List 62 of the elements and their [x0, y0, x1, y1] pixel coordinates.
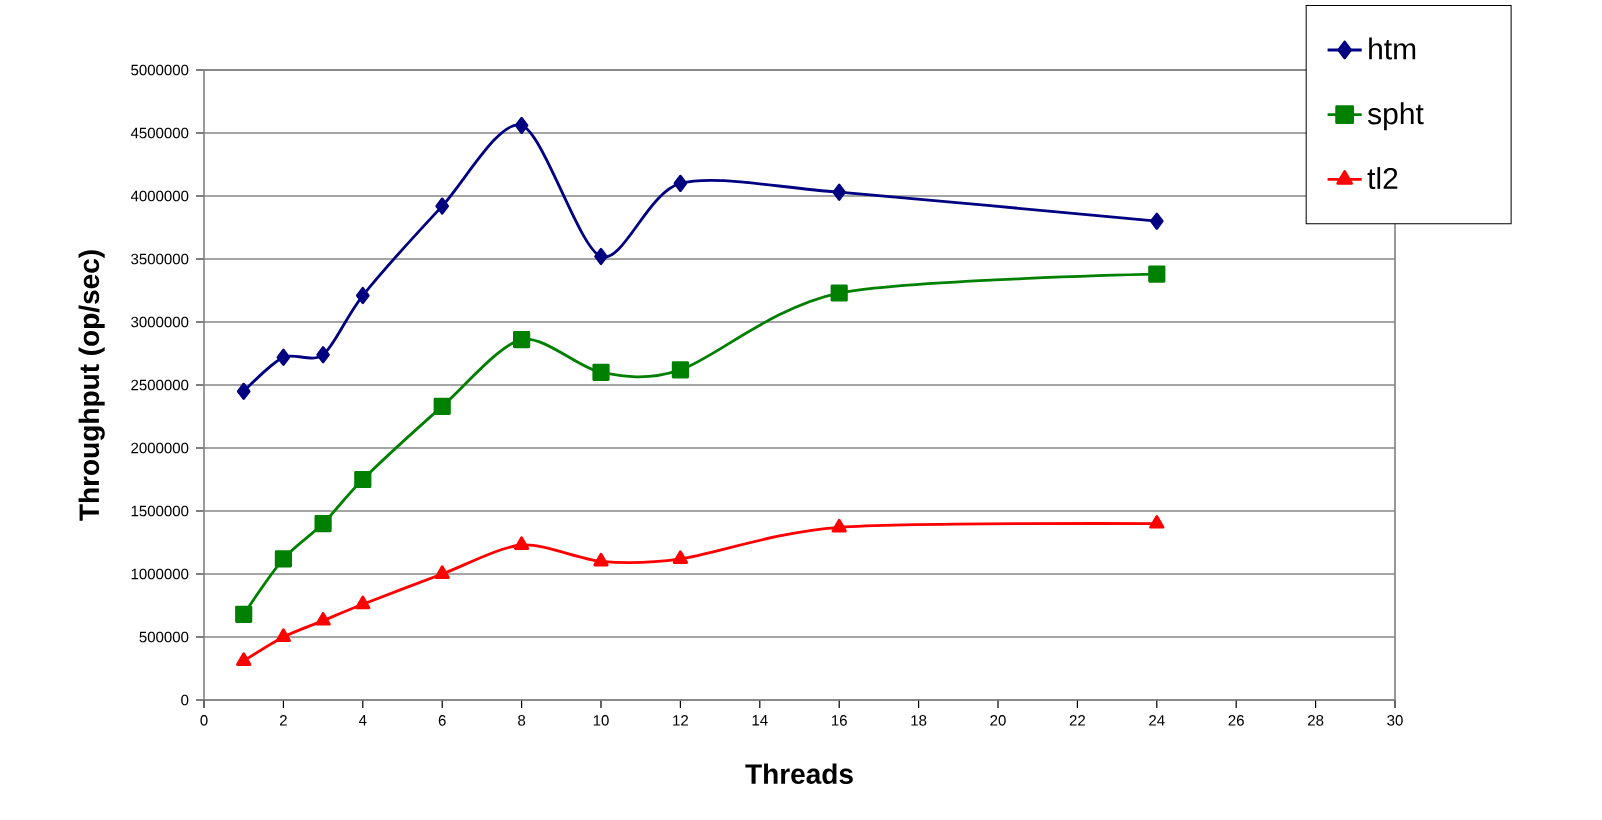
point: [594, 247, 608, 266]
point: [1150, 212, 1164, 230]
x-tick-label: 14: [752, 715, 768, 726]
point: [435, 197, 449, 215]
y-tick-label: 3500000: [131, 253, 189, 265]
point: [832, 183, 846, 201]
x-tick-label: 30: [1387, 715, 1403, 726]
y-tick-label: 2000000: [131, 442, 189, 454]
y-tick-label: 4000000: [130, 190, 189, 202]
legend-label: tl2: [1367, 167, 1398, 190]
point: [356, 286, 370, 305]
legend-label: htm: [1369, 37, 1416, 60]
point: [274, 550, 292, 568]
x-tick-label: 16: [831, 715, 847, 726]
point: [433, 397, 451, 416]
point: [593, 552, 609, 567]
y-tick-label: 500000: [139, 631, 189, 643]
y-axis-title: Throughput (op/sec): [78, 250, 105, 521]
x-tick-label: 10: [593, 715, 609, 726]
point: [434, 565, 450, 579]
x-tick-label: 26: [1228, 715, 1244, 726]
point: [673, 174, 688, 192]
point: [672, 550, 689, 564]
point: [513, 536, 530, 551]
point: [514, 116, 529, 135]
x-tick-label: 6: [438, 715, 446, 726]
y-tick-label: 1500000: [131, 505, 189, 517]
point: [314, 515, 332, 533]
point: [315, 612, 331, 626]
y-tick-label: 5000000: [131, 64, 189, 76]
x-tick-label: 18: [911, 715, 927, 726]
y-tick-label: 2500000: [131, 379, 189, 391]
x-tick-label: 20: [990, 715, 1006, 726]
y-tick-label: 0: [181, 694, 189, 706]
x-axis-title: Threads: [745, 763, 853, 784]
x-tick-label: 0: [200, 715, 208, 726]
x-tick-label: 24: [1149, 715, 1165, 726]
y-tick-label: 1000000: [131, 568, 189, 580]
x-tick-label: 12: [673, 715, 688, 726]
x-tick-label: 22: [1069, 715, 1085, 726]
x-tick-label: 8: [518, 715, 526, 726]
point: [1148, 265, 1166, 283]
y-tick-label: 3000000: [131, 316, 189, 328]
y-tick-label: 4500000: [130, 127, 189, 139]
x-tick-label: 28: [1308, 715, 1324, 726]
legend-label: spht: [1367, 102, 1424, 131]
point: [354, 470, 372, 489]
x-tick-label: 2: [279, 715, 287, 726]
point: [831, 518, 847, 533]
point: [275, 628, 292, 642]
x-tick-label: 4: [358, 715, 367, 726]
point: [316, 346, 330, 364]
point: [355, 595, 371, 610]
point: [671, 361, 689, 379]
point: [513, 331, 531, 349]
point: [592, 363, 610, 381]
point: [1149, 515, 1165, 529]
point: [236, 652, 252, 666]
point: [276, 348, 291, 366]
point: [830, 284, 848, 302]
point: [236, 382, 251, 400]
point: [235, 605, 253, 623]
